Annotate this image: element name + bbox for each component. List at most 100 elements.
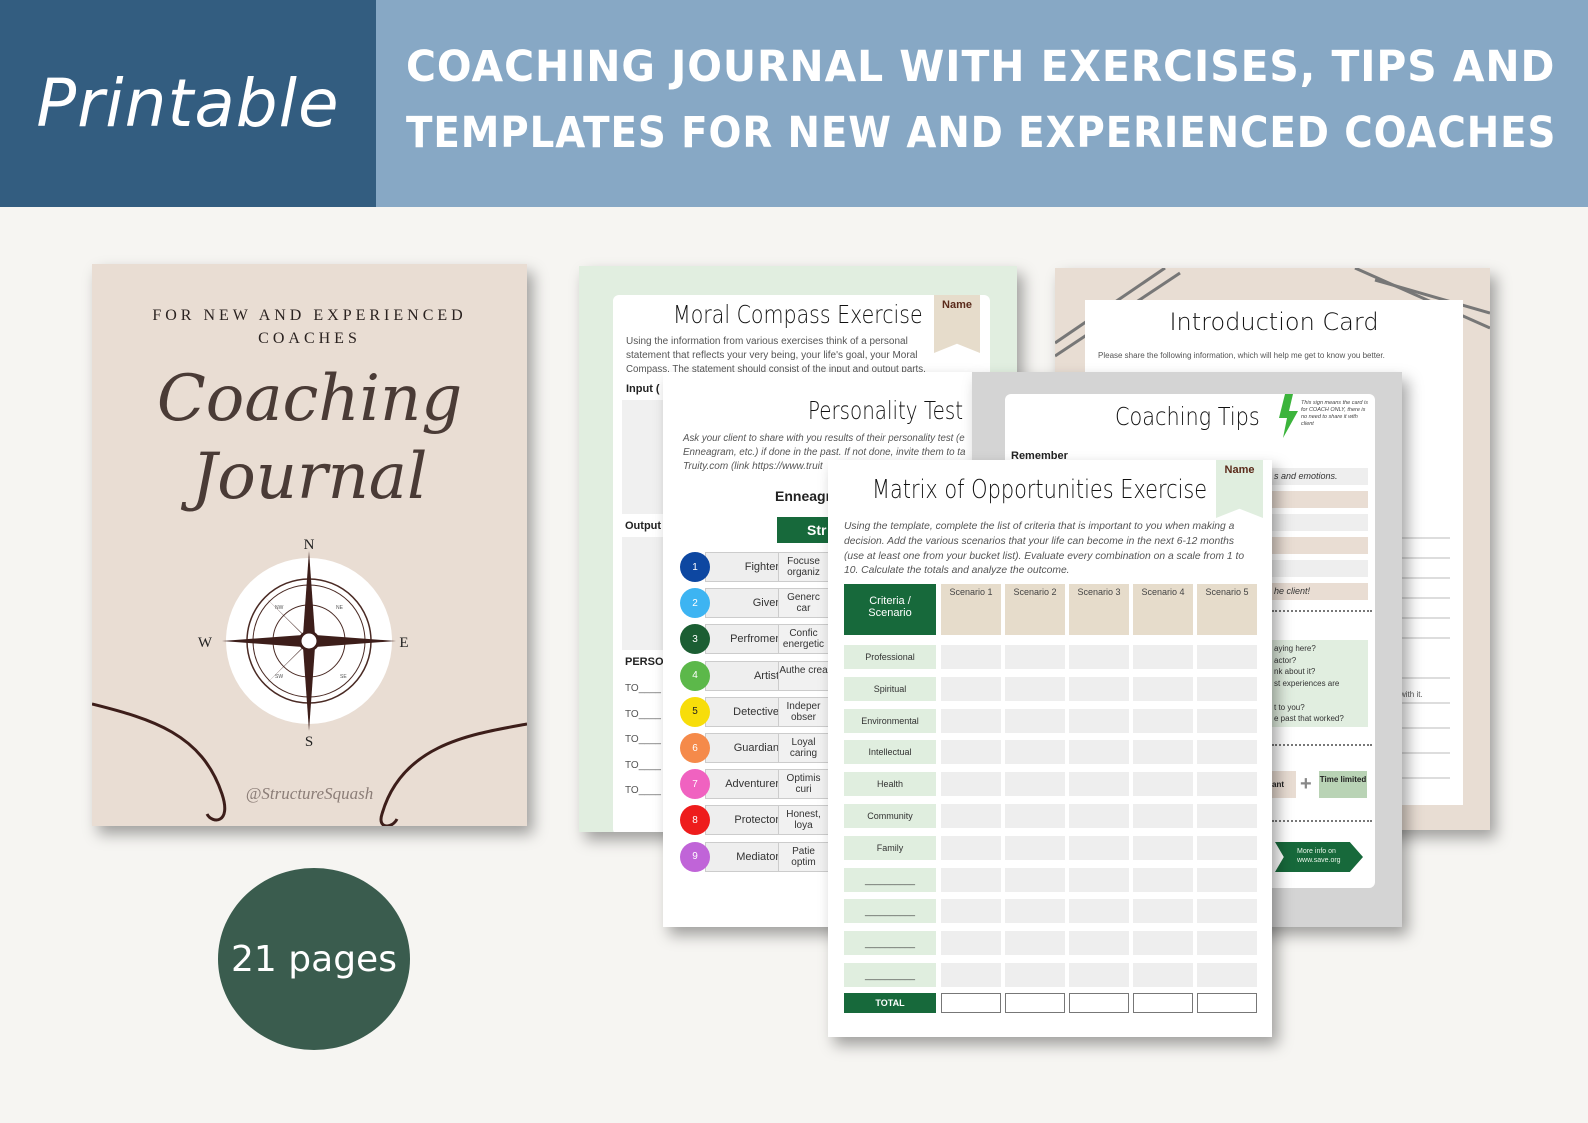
score-cell[interactable] xyxy=(1069,676,1129,701)
score-cell[interactable] xyxy=(1197,931,1257,956)
score-cell[interactable] xyxy=(1005,740,1065,765)
score-cell[interactable] xyxy=(1069,963,1129,987)
score-cell[interactable] xyxy=(1197,899,1257,924)
score-cell[interactable] xyxy=(941,931,1001,956)
score-cell[interactable] xyxy=(1069,804,1129,828)
score-cell[interactable] xyxy=(941,740,1001,765)
score-cell[interactable] xyxy=(1133,772,1193,797)
score-cell[interactable] xyxy=(1069,931,1129,956)
total-cell[interactable] xyxy=(1133,993,1193,1013)
score-cell[interactable] xyxy=(1197,740,1257,765)
score-cell[interactable] xyxy=(1197,645,1257,669)
moral-compass-title: Moral Compass Exercise xyxy=(673,300,923,329)
enneagram-type-label: Mediator xyxy=(705,841,783,872)
criteria-cell: __________ xyxy=(844,899,936,924)
score-cell[interactable] xyxy=(1069,772,1129,797)
enneagram-row: Mediator 9 Patie optim xyxy=(680,841,830,872)
divider xyxy=(1272,744,1372,746)
score-cell[interactable] xyxy=(1133,867,1193,892)
score-cell[interactable] xyxy=(1133,835,1193,860)
introduction-card-text: Please share the following information, … xyxy=(1098,351,1385,360)
score-cell[interactable] xyxy=(1197,676,1257,701)
total-cell[interactable] xyxy=(941,993,1001,1013)
score-cell[interactable] xyxy=(941,804,1001,828)
score-cell[interactable] xyxy=(1005,899,1065,924)
score-cell[interactable] xyxy=(1069,740,1129,765)
score-cell[interactable] xyxy=(941,645,1001,669)
score-cell[interactable] xyxy=(941,867,1001,892)
enneagram-strength: Indeper obser xyxy=(778,696,828,727)
tip-bar: he client! xyxy=(1272,583,1368,600)
more-info-arrow[interactable]: More info on www.save.org xyxy=(1275,842,1363,872)
score-cell[interactable] xyxy=(941,835,1001,860)
moral-compass-text: Using the information from various exerc… xyxy=(626,335,934,377)
score-cell[interactable] xyxy=(1197,963,1257,987)
score-cell[interactable] xyxy=(1005,645,1065,669)
cover-title-line: Journal xyxy=(191,440,428,514)
enneagram-number-badge: 2 xyxy=(680,588,710,619)
score-cell[interactable] xyxy=(1005,772,1065,797)
enneagram-row: Adventurer 7 Optimis curi xyxy=(680,769,830,800)
score-cell[interactable] xyxy=(1197,867,1257,892)
score-cell[interactable] xyxy=(1005,963,1065,987)
score-cell[interactable] xyxy=(1005,835,1065,860)
tip-bar xyxy=(1272,537,1368,554)
coaching-tips-title: Coaching Tips xyxy=(1115,402,1260,431)
enneagram-strength: Loyal caring xyxy=(778,733,828,763)
score-cell[interactable] xyxy=(1133,708,1193,733)
criteria-cell: Professional xyxy=(844,645,936,669)
score-cell[interactable] xyxy=(1133,931,1193,956)
total-cell[interactable] xyxy=(1005,993,1065,1013)
score-cell[interactable] xyxy=(941,772,1001,797)
score-cell[interactable] xyxy=(1069,708,1129,733)
headline-line-1: Coaching journal with exercises, tips an… xyxy=(406,42,1556,92)
score-cell[interactable] xyxy=(1197,772,1257,797)
score-cell[interactable] xyxy=(1005,931,1065,956)
score-cell[interactable] xyxy=(1133,645,1193,669)
printable-label: Printable xyxy=(36,65,340,142)
score-cell[interactable] xyxy=(1005,676,1065,701)
cover-subtitle-line: FOR NEW AND EXPERIENCED xyxy=(152,307,467,324)
to-item: TO____ xyxy=(625,759,661,771)
score-cell[interactable] xyxy=(941,676,1001,701)
score-cell[interactable] xyxy=(941,963,1001,987)
score-cell[interactable] xyxy=(1133,740,1193,765)
enneagram-type-label: Perfromer xyxy=(705,624,783,655)
personality-test-title: Personality Test xyxy=(808,396,964,425)
writing-lines xyxy=(1400,537,1450,779)
score-cell[interactable] xyxy=(1133,899,1193,924)
question-line: actor? xyxy=(1274,655,1297,665)
score-cell[interactable] xyxy=(1069,835,1129,860)
enneagram-row: Detective 5 Indeper obser xyxy=(680,696,830,727)
score-cell[interactable] xyxy=(941,899,1001,924)
enneagram-number-badge: 5 xyxy=(680,696,710,727)
score-cell[interactable] xyxy=(1197,804,1257,828)
total-cell[interactable] xyxy=(1069,993,1129,1013)
enneagram-type-label: Protector xyxy=(705,805,783,836)
criteria-header: Criteria / Scenario xyxy=(844,584,936,635)
score-cell[interactable] xyxy=(1069,645,1129,669)
total-cell[interactable] xyxy=(1197,993,1257,1013)
score-cell[interactable] xyxy=(941,708,1001,733)
score-cell[interactable] xyxy=(1197,835,1257,860)
personality-test-text: Ask your client to share with you result… xyxy=(683,432,972,474)
person-label: PERSON xyxy=(625,656,672,668)
score-cell[interactable] xyxy=(1133,804,1193,828)
score-cell[interactable] xyxy=(1197,708,1257,733)
introduction-card-fragment: with it. xyxy=(1400,690,1423,699)
enneagram-number-badge: 1 xyxy=(680,552,710,582)
scenario-header: Scenario 4 xyxy=(1133,584,1193,635)
tip-bar xyxy=(1272,560,1368,577)
score-cell[interactable] xyxy=(1005,708,1065,733)
score-cell[interactable] xyxy=(1005,867,1065,892)
compass-s: S xyxy=(305,734,313,750)
question-gap xyxy=(1274,690,1368,702)
plus-icon: + xyxy=(1300,773,1312,795)
enneagram-strength: Patie optim xyxy=(778,841,828,872)
score-cell[interactable] xyxy=(1133,963,1193,987)
score-cell[interactable] xyxy=(1069,899,1129,924)
to-label: TO xyxy=(625,683,639,694)
score-cell[interactable] xyxy=(1069,867,1129,892)
score-cell[interactable] xyxy=(1133,676,1193,701)
score-cell[interactable] xyxy=(1005,804,1065,828)
